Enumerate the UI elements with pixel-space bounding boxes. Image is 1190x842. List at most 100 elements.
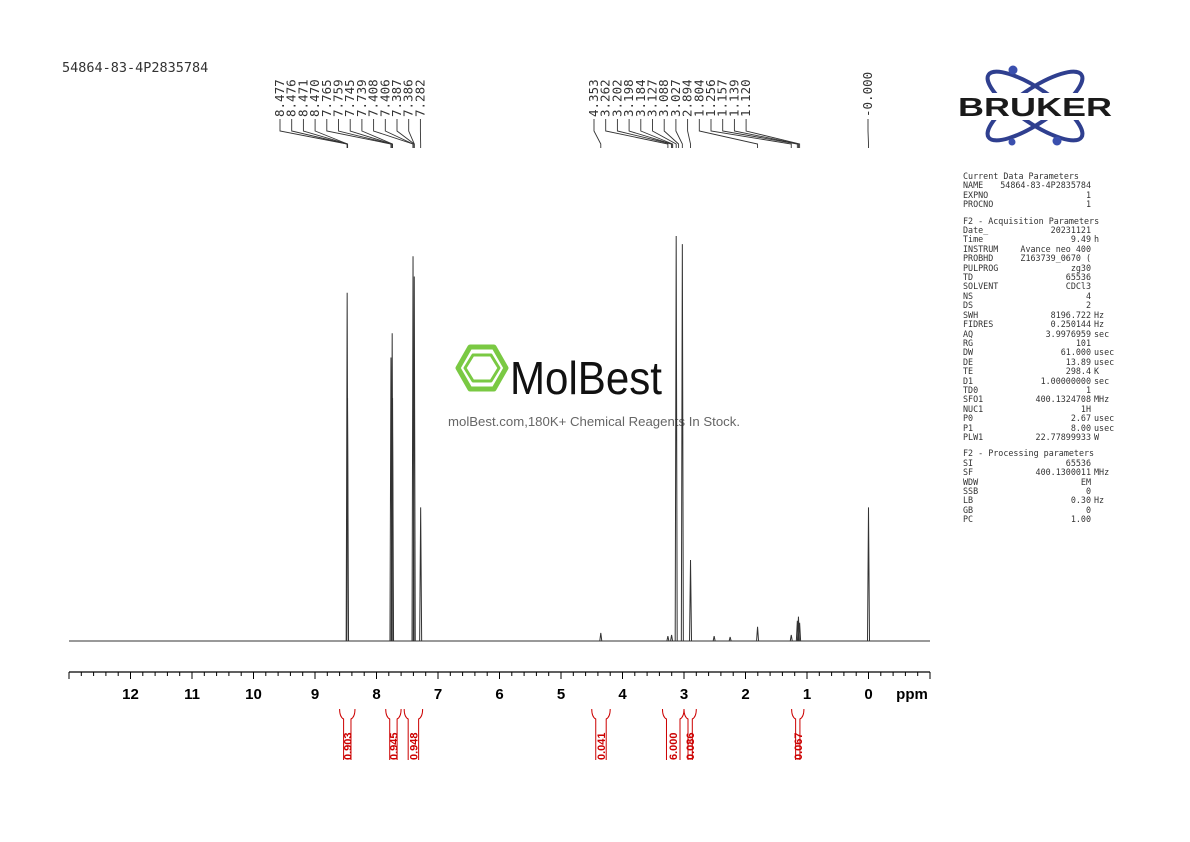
peak-label: 1.120 — [738, 79, 753, 117]
parameter-key: PLW1 — [963, 431, 984, 442]
parameter-row: P1 8.00 usec — [963, 422, 1114, 433]
parameter-key: NAME — [963, 180, 984, 191]
parameter-unit: usec — [1094, 413, 1115, 424]
integral-value: 0.041 — [596, 732, 608, 760]
parameter-value: 1 — [1085, 199, 1091, 210]
current-parameters: Current Data Parameters NAME 54864-83-4P2… — [963, 171, 1113, 210]
peak-label-connector — [605, 119, 669, 148]
parameter-unit: K — [1094, 366, 1100, 377]
parameter-value: EM — [1080, 476, 1091, 487]
peak-label-connector — [349, 119, 393, 148]
peak-label-connector — [652, 119, 677, 148]
parameter-row: DW 61.000 usec — [963, 347, 1115, 358]
watermark: MolBest molBest.com,180K+ Chemical Reage… — [448, 344, 740, 429]
peak-label: 3.198 — [621, 79, 636, 117]
parameter-key: PULPROG — [963, 262, 999, 273]
bruker-logo: BRUKER — [957, 65, 1113, 146]
parameter-key: SF — [963, 467, 974, 478]
spectrum-peak — [419, 507, 423, 642]
watermark-brand-name: MolBest — [510, 352, 662, 404]
x-axis: 12 11 10 9 8 7 6 5 4 3 2 1 0 ppm — [68, 671, 931, 703]
parameter-value: 0.30 — [1070, 495, 1091, 506]
parameter-unit: usec — [1094, 347, 1115, 358]
acquisition-parameters-title: F2 - Acquisition Parameters — [963, 215, 1100, 226]
parameter-value: 2 — [1085, 300, 1091, 311]
parameter-row: SF 400.1300011 MHz — [963, 467, 1113, 478]
integral: 0.948 — [403, 708, 424, 760]
peak-label: 8.476 — [284, 79, 299, 117]
parameter-key: Time — [963, 234, 984, 245]
parameter-value: 0 — [1085, 486, 1091, 496]
peak-label: 1.256 — [703, 79, 718, 117]
parameter-key: INSTRUM — [963, 243, 999, 254]
integral-value: 0.948 — [408, 732, 420, 760]
x-tick-label: 0 — [864, 686, 872, 703]
peak-label: 3.127 — [645, 79, 660, 117]
peak-label: 3.262 — [598, 79, 613, 117]
spectrum-peak — [670, 634, 674, 642]
parameter-value: Avance neo 400 — [1020, 243, 1091, 254]
integral-bracket — [385, 708, 402, 760]
peak-label-connector — [733, 119, 799, 148]
parameter-unit: h — [1094, 234, 1100, 245]
parameter-row: Time 9.49 h — [963, 234, 1113, 245]
parameter-value: 8.00 — [1070, 422, 1091, 433]
sample-id: 54864-83-4P2835784 — [62, 60, 209, 76]
parameter-value: 13.89 — [1065, 356, 1091, 367]
parameter-key: DE — [963, 356, 974, 367]
parameter-unit: Hz — [1094, 495, 1105, 506]
spectrum-peak — [680, 244, 684, 642]
parameter-key: TD — [963, 272, 974, 283]
x-tick-label: 2 — [741, 686, 749, 703]
x-tick-label: 3 — [680, 686, 688, 703]
parameter-value: Z163739_0670 ( — [1020, 253, 1091, 264]
x-tick-label: 7 — [434, 686, 442, 703]
peak-label: 1.804 — [691, 79, 706, 117]
spectrum-peak — [798, 622, 802, 642]
watermark-tagline: molBest.com,180K+ Chemical Reagents In S… — [448, 415, 740, 429]
peak-label-connector — [675, 119, 683, 148]
peak-label: 7.386 — [401, 79, 416, 117]
parameter-key: GB — [963, 504, 974, 515]
parameter-row: EXPNO 1 — [963, 189, 1113, 200]
processing-parameters: F2 - Processing parameters SI 65536 SF 400.… — [963, 448, 1113, 524]
x-tick-label: 10 — [245, 686, 262, 703]
parameter-key: NUC1 — [963, 403, 984, 414]
parameter-unit: usec — [1094, 356, 1115, 367]
parameter-key: RG — [963, 337, 974, 348]
spectrum-peak — [789, 634, 793, 642]
parameter-key: LB — [963, 495, 974, 506]
parameter-row: LB 0.30 Hz — [963, 495, 1113, 506]
peak-label-connector — [663, 119, 680, 148]
parameter-row: PULPROG zg30 — [963, 262, 1113, 273]
integral: 0.041 — [591, 708, 611, 760]
parameter-value: 1 — [1085, 189, 1091, 200]
peak-label-connector — [687, 119, 691, 148]
parameter-value: 400.1300011 — [1035, 467, 1091, 478]
peak-label: 1.139 — [726, 79, 741, 117]
integral-bracket — [591, 708, 611, 760]
parameter-value: 4 — [1085, 290, 1091, 301]
parameter-value: CDCl3 — [1065, 281, 1091, 292]
spectrum-peak — [867, 507, 870, 642]
parameter-unit: Hz — [1094, 319, 1105, 330]
peak-label-connector — [361, 119, 394, 148]
integral: 0.945 — [385, 708, 402, 760]
parameter-unit: MHz — [1094, 467, 1110, 478]
peak-label-connector — [616, 119, 673, 148]
parameter-key: SI — [963, 457, 974, 468]
peak-label: -0.000 — [860, 72, 875, 117]
parameter-key: NS — [963, 290, 974, 301]
peak-label-connector — [408, 119, 415, 148]
parameter-row: P0 2.67 usec — [963, 413, 1115, 424]
parameter-key: P1 — [963, 422, 974, 433]
parameter-key: SWH — [963, 309, 979, 320]
parameter-row: DE 13.89 usec — [963, 356, 1115, 367]
peak-label: 7.387 — [389, 79, 404, 117]
peak-label: 3.202 — [609, 79, 624, 117]
parameter-row: FIDRES 0.250144 Hz — [963, 319, 1113, 330]
peak-label-connector — [314, 119, 349, 148]
parameter-row: SI 65536 — [963, 457, 1113, 468]
parameter-value: 22.77899933 — [1035, 431, 1091, 442]
